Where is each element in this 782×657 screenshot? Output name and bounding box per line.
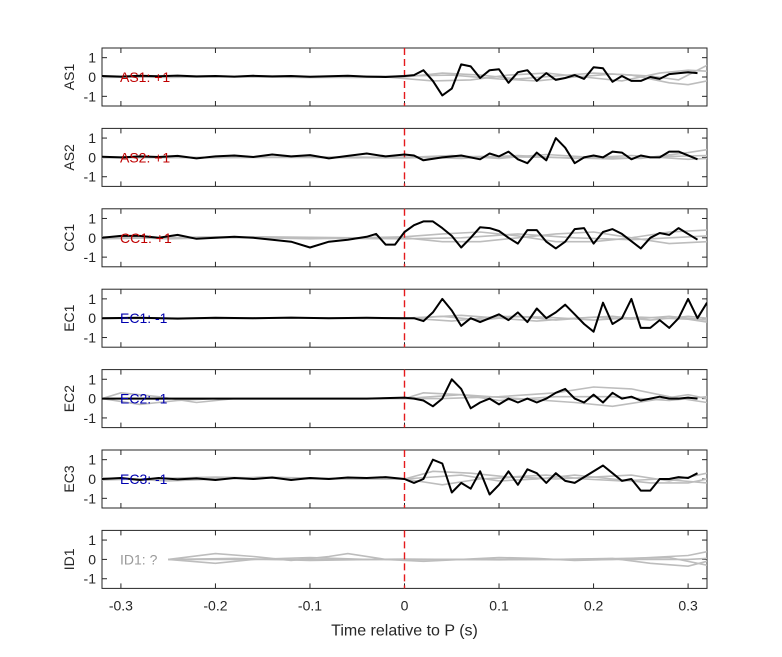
y-tick-label-ec3: 0 xyxy=(88,471,96,487)
y-tick-label-ec2: 1 xyxy=(88,371,96,387)
station-label-ec1: EC1: -1 xyxy=(120,310,168,326)
y-axis-label-ec2: EC2 xyxy=(61,385,77,412)
y-tick-label-ec2: 0 xyxy=(88,391,96,407)
x-tick-label: 0.2 xyxy=(584,597,604,613)
x-tick-label: 0.3 xyxy=(678,597,698,613)
station-label-as2: AS2: +1 xyxy=(120,149,170,165)
y-tick-label-cc1: 1 xyxy=(88,210,96,226)
y-axis-label-ec1: EC1 xyxy=(61,304,77,331)
y-tick-label-as1: 0 xyxy=(88,69,96,85)
y-tick-label-cc1: 0 xyxy=(88,230,96,246)
y-tick-label-id1: 1 xyxy=(88,532,96,548)
x-tick-label: 0.1 xyxy=(489,597,509,613)
black-trace-ec1 xyxy=(102,297,707,333)
y-tick-label-as1: 1 xyxy=(88,50,96,66)
y-tick-label-id1: -1 xyxy=(84,571,97,587)
station-label-cc1: CC1: +1 xyxy=(120,230,172,246)
x-tick-label: -0.2 xyxy=(203,597,227,613)
x-tick-label: -0.1 xyxy=(298,597,322,613)
station-label-ec3: EC3: -1 xyxy=(120,471,168,487)
y-tick-label-cc1: -1 xyxy=(84,249,97,265)
x-tick-label: -0.3 xyxy=(109,597,133,613)
gray-trace-id1-3 xyxy=(168,556,707,566)
x-tick-label: 0 xyxy=(401,597,409,613)
y-axis-label-cc1: CC1 xyxy=(61,224,77,252)
black-trace-cc1 xyxy=(102,220,699,250)
y-tick-label-id1: 0 xyxy=(88,551,96,567)
y-tick-label-ec1: 1 xyxy=(88,291,96,307)
station-label-ec2: EC2: -1 xyxy=(120,391,168,407)
y-tick-label-as2: 1 xyxy=(88,130,96,146)
station-label-id1: ID1: ? xyxy=(120,551,158,567)
y-axis-label-as2: AS2 xyxy=(61,144,77,171)
gray-trace-cc1-2 xyxy=(102,233,707,241)
y-tick-label-as1: -1 xyxy=(84,88,97,104)
black-trace-as2 xyxy=(102,137,698,165)
y-tick-label-ec3: 1 xyxy=(88,452,96,468)
y-tick-label-ec2: -1 xyxy=(84,410,97,426)
x-axis-title: Time relative to P (s) xyxy=(331,622,478,639)
black-trace-ec3 xyxy=(102,458,698,496)
station-label-as1: AS1: +1 xyxy=(120,69,170,85)
y-tick-label-ec3: -1 xyxy=(84,490,97,506)
y-tick-label-as2: 0 xyxy=(88,149,96,165)
black-trace-ec2 xyxy=(102,378,698,410)
y-tick-label-as2: -1 xyxy=(84,169,97,185)
y-axis-label-ec3: EC3 xyxy=(61,465,77,492)
y-tick-label-ec1: 0 xyxy=(88,310,96,326)
y-tick-label-ec1: -1 xyxy=(84,330,97,346)
black-trace-as1 xyxy=(102,63,698,97)
y-axis-label-id1: ID1 xyxy=(61,548,77,570)
y-axis-label-as1: AS1 xyxy=(61,64,77,91)
